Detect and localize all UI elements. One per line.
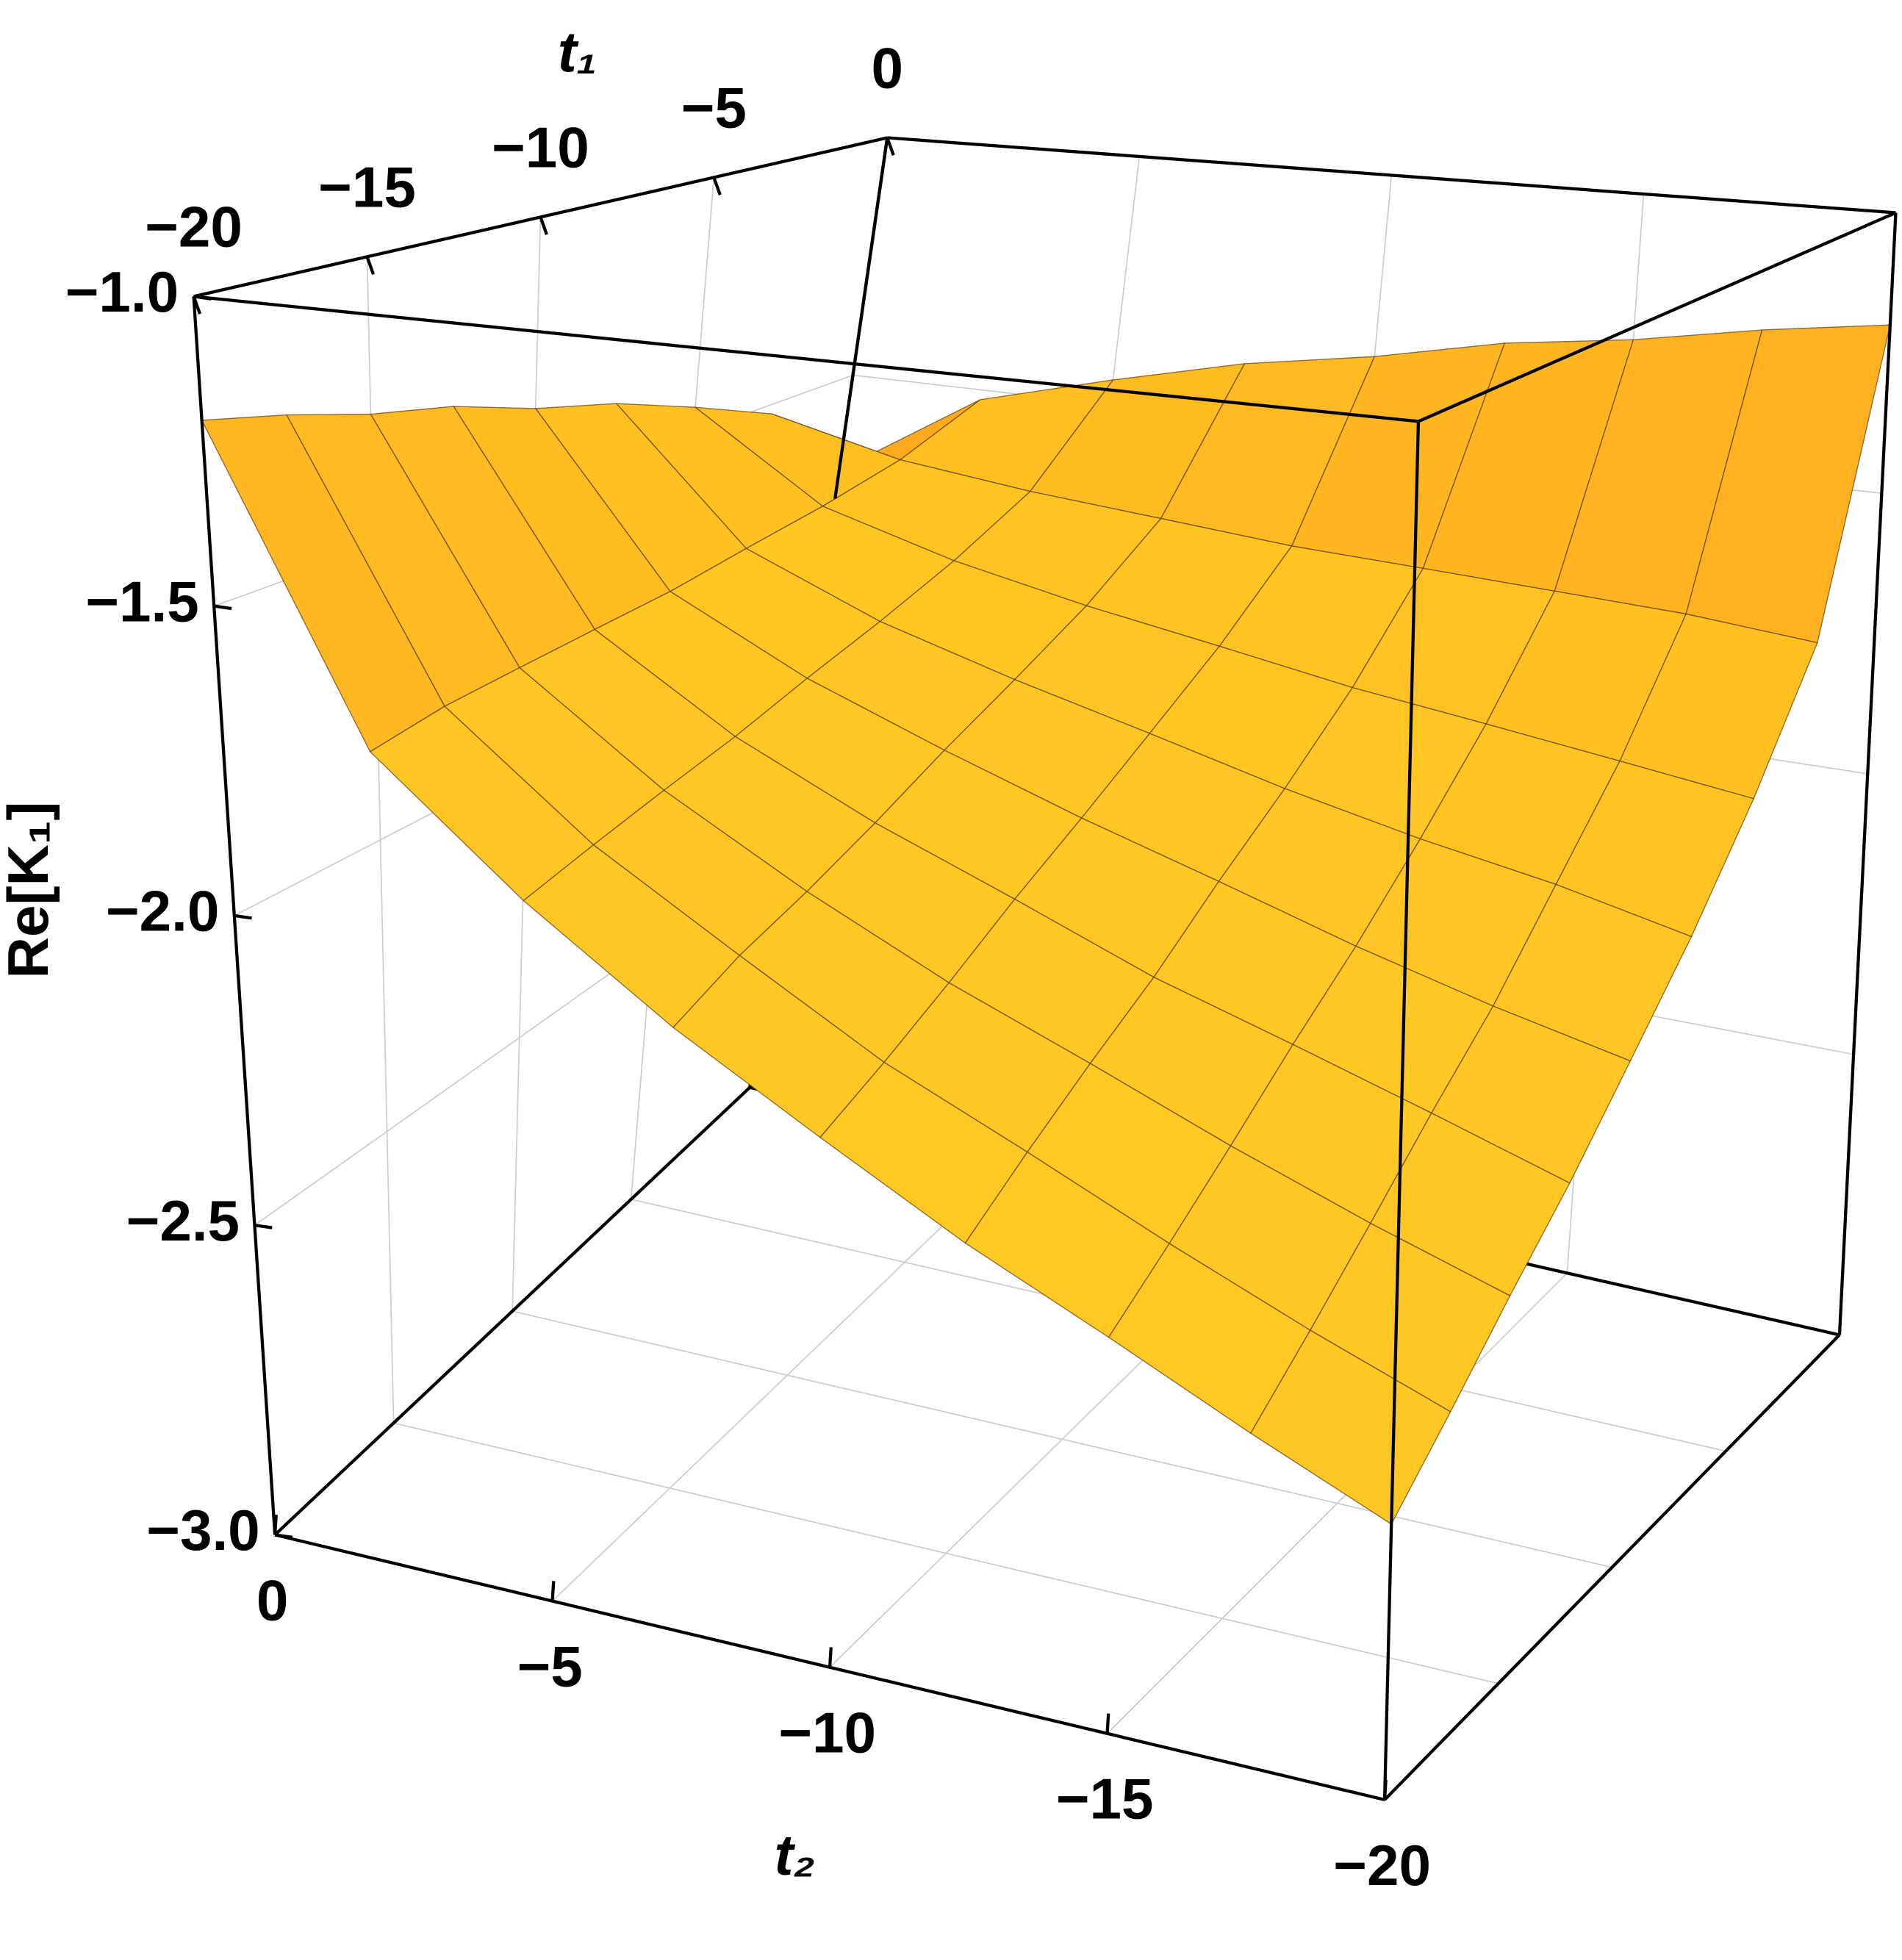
z-tick-label: −1.5	[85, 569, 198, 633]
z-tick	[234, 913, 252, 920]
y-tick-label: −15	[1056, 1767, 1154, 1831]
z-tick	[213, 604, 232, 611]
z-tick	[193, 295, 212, 301]
y-tick	[550, 1581, 556, 1601]
x-tick	[192, 295, 202, 315]
x-tick	[365, 256, 375, 275]
x-tick	[539, 216, 548, 235]
z-tick-label: −1.0	[65, 259, 179, 324]
x-tick-label: −15	[318, 155, 416, 220]
x-tick-label: 0	[872, 36, 904, 101]
box-edge	[887, 136, 1896, 215]
box-edge	[1418, 211, 1897, 423]
surface	[201, 324, 1891, 1525]
x-tick	[886, 137, 895, 156]
box-edge	[193, 295, 1419, 423]
front-layer: −3.0−2.5−2.0−1.5−1.0−20−15−10−500−5−10−1…	[65, 36, 1898, 1898]
y-tick	[273, 1515, 278, 1535]
z-tick-label: −2.5	[126, 1188, 240, 1253]
box-edge	[1837, 212, 1898, 1335]
y-tick-label: 0	[256, 1568, 289, 1632]
z-tick-label: −3.0	[146, 1498, 259, 1562]
z-tick-label: −2.0	[106, 879, 219, 944]
grid-line	[1106, 1272, 1568, 1734]
box-edge	[1382, 421, 1421, 1801]
y-tick-label: −10	[778, 1701, 876, 1765]
y-tick-label: −20	[1333, 1833, 1431, 1898]
surface-patch	[1249, 1329, 1451, 1525]
box-edge	[193, 136, 888, 298]
box-edge	[833, 137, 889, 499]
y-tick	[1105, 1713, 1110, 1734]
x-tick-label: −20	[145, 195, 243, 259]
z-axis-label: Re[K₁]	[0, 802, 60, 979]
box-edge	[1383, 1333, 1841, 1801]
z-tick	[274, 1533, 293, 1539]
y-tick	[1382, 1779, 1388, 1801]
box-edge	[273, 1086, 751, 1537]
x-tick-label: −5	[681, 76, 747, 140]
y-axis-label: t₂	[775, 1823, 816, 1887]
y-tick-label: −5	[517, 1634, 583, 1698]
y-tick	[828, 1647, 833, 1668]
z-tick	[254, 1224, 273, 1230]
x-tick-label: −10	[492, 115, 589, 180]
x-tick	[712, 176, 722, 195]
x-axis-label: t₁	[558, 20, 597, 85]
